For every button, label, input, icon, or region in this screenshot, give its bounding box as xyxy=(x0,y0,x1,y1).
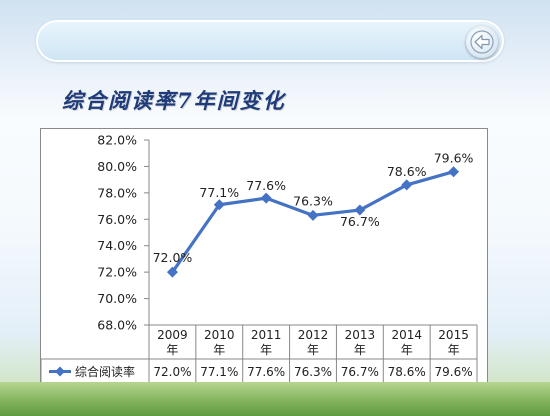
x-category-label: 2012 年 xyxy=(298,328,329,357)
x-category-label: 2009 年 xyxy=(157,328,188,357)
table-value: 79.6% xyxy=(435,365,473,379)
y-tick-label: 78.0% xyxy=(97,185,137,200)
back-arrow-icon xyxy=(470,30,494,54)
x-category-label: 2010 年 xyxy=(204,328,235,357)
data-point xyxy=(260,192,272,204)
table-value: 76.7% xyxy=(341,365,379,379)
data-label: 78.6% xyxy=(387,164,427,179)
x-category-label: 2014 年 xyxy=(391,328,422,357)
data-label: 72.0% xyxy=(153,250,193,265)
y-tick-label: 72.0% xyxy=(97,265,137,280)
data-labels: 72.0% 77.1% 77.6% 76.3% 76.7% 78.6% 79.6% xyxy=(153,151,474,265)
data-label: 77.6% xyxy=(246,178,286,193)
table-value: 77.6% xyxy=(247,365,285,379)
grass-background xyxy=(0,382,550,416)
line-chart: 68.0% 70.0% 72.0% 74.0% 76.0% 78.0% 80.0% 82.0%… xyxy=(40,133,478,385)
data-label: 76.7% xyxy=(340,214,380,229)
table-value: 76.3% xyxy=(294,365,332,379)
chart-area: 68.0% 70.0% 72.0% 74.0% 76.0% 78.0% 80.0% 82.0%… xyxy=(40,128,488,386)
table-value: 72.0% xyxy=(153,365,191,379)
data-table: 2009 年 2010 年 2011 年 2012 年 2013 年 2014 年 2015 年综合阅读率… xyxy=(40,324,478,385)
data-label: 79.6% xyxy=(434,151,474,166)
data-point xyxy=(354,204,366,216)
data-label: 77.1% xyxy=(199,185,239,200)
diamond-marker-icon xyxy=(55,366,65,377)
data-label: 76.3% xyxy=(293,193,333,208)
data-point xyxy=(166,266,178,278)
sky-background xyxy=(0,0,550,120)
data-point xyxy=(307,209,319,221)
x-category-label: 2013 年 xyxy=(345,328,376,357)
y-axis: 68.0% 70.0% 72.0% 74.0% 76.0% 78.0% 80.0% 82.0% xyxy=(97,133,150,333)
table-value: 77.1% xyxy=(200,365,238,379)
y-tick-label: 76.0% xyxy=(97,212,137,227)
x-category-label: 2011 年 xyxy=(251,328,282,357)
slide-title: 综合阅读率7年间变化 xyxy=(62,88,286,113)
y-tick-label: 74.0% xyxy=(97,238,137,253)
y-tick-label: 68.0% xyxy=(97,318,137,333)
y-tick-label: 82.0% xyxy=(97,133,137,148)
x-category-label: 2015 年 xyxy=(438,328,469,357)
data-point xyxy=(213,199,225,211)
y-tick-label: 70.0% xyxy=(97,291,137,306)
back-button[interactable] xyxy=(466,26,498,58)
legend-label: 综合阅读率 xyxy=(75,364,135,379)
data-point xyxy=(448,166,460,178)
table-value: 78.6% xyxy=(388,365,426,379)
series-layer xyxy=(166,166,460,278)
y-tick-label: 80.0% xyxy=(97,159,137,174)
data-point xyxy=(401,179,413,191)
top-banner xyxy=(38,22,502,60)
